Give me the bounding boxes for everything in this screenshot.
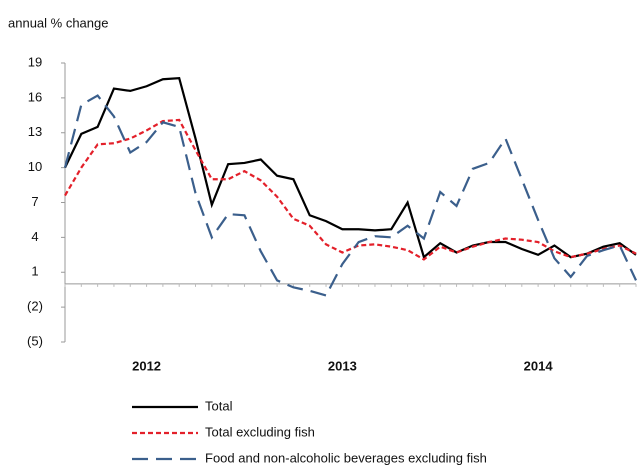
y-tick-label: (2)	[27, 299, 43, 314]
y-tick-label: 16	[28, 89, 42, 104]
y-tick-label: 7	[31, 194, 38, 209]
legend-label: Food and non-alcoholic beverages excludi…	[205, 450, 487, 465]
y-tick-label: 10	[28, 159, 42, 174]
series-line	[64, 76, 637, 260]
x-tick-label: 2014	[524, 358, 554, 373]
y-tick-label: 1	[31, 264, 38, 279]
legend-label: Total excluding fish	[205, 424, 315, 439]
y-tick-label: (5)	[27, 333, 43, 348]
series-line	[64, 118, 637, 261]
y-tick-label: 19	[28, 54, 42, 69]
y-tick-label: 4	[31, 229, 38, 244]
legend-label: Total	[205, 398, 233, 413]
series-line	[63, 94, 637, 297]
y-axis-label: annual % change	[8, 15, 108, 30]
x-tick-label: 2013	[328, 358, 357, 373]
x-tick-label: 2012	[132, 358, 161, 373]
y-tick-label: 13	[28, 124, 42, 139]
